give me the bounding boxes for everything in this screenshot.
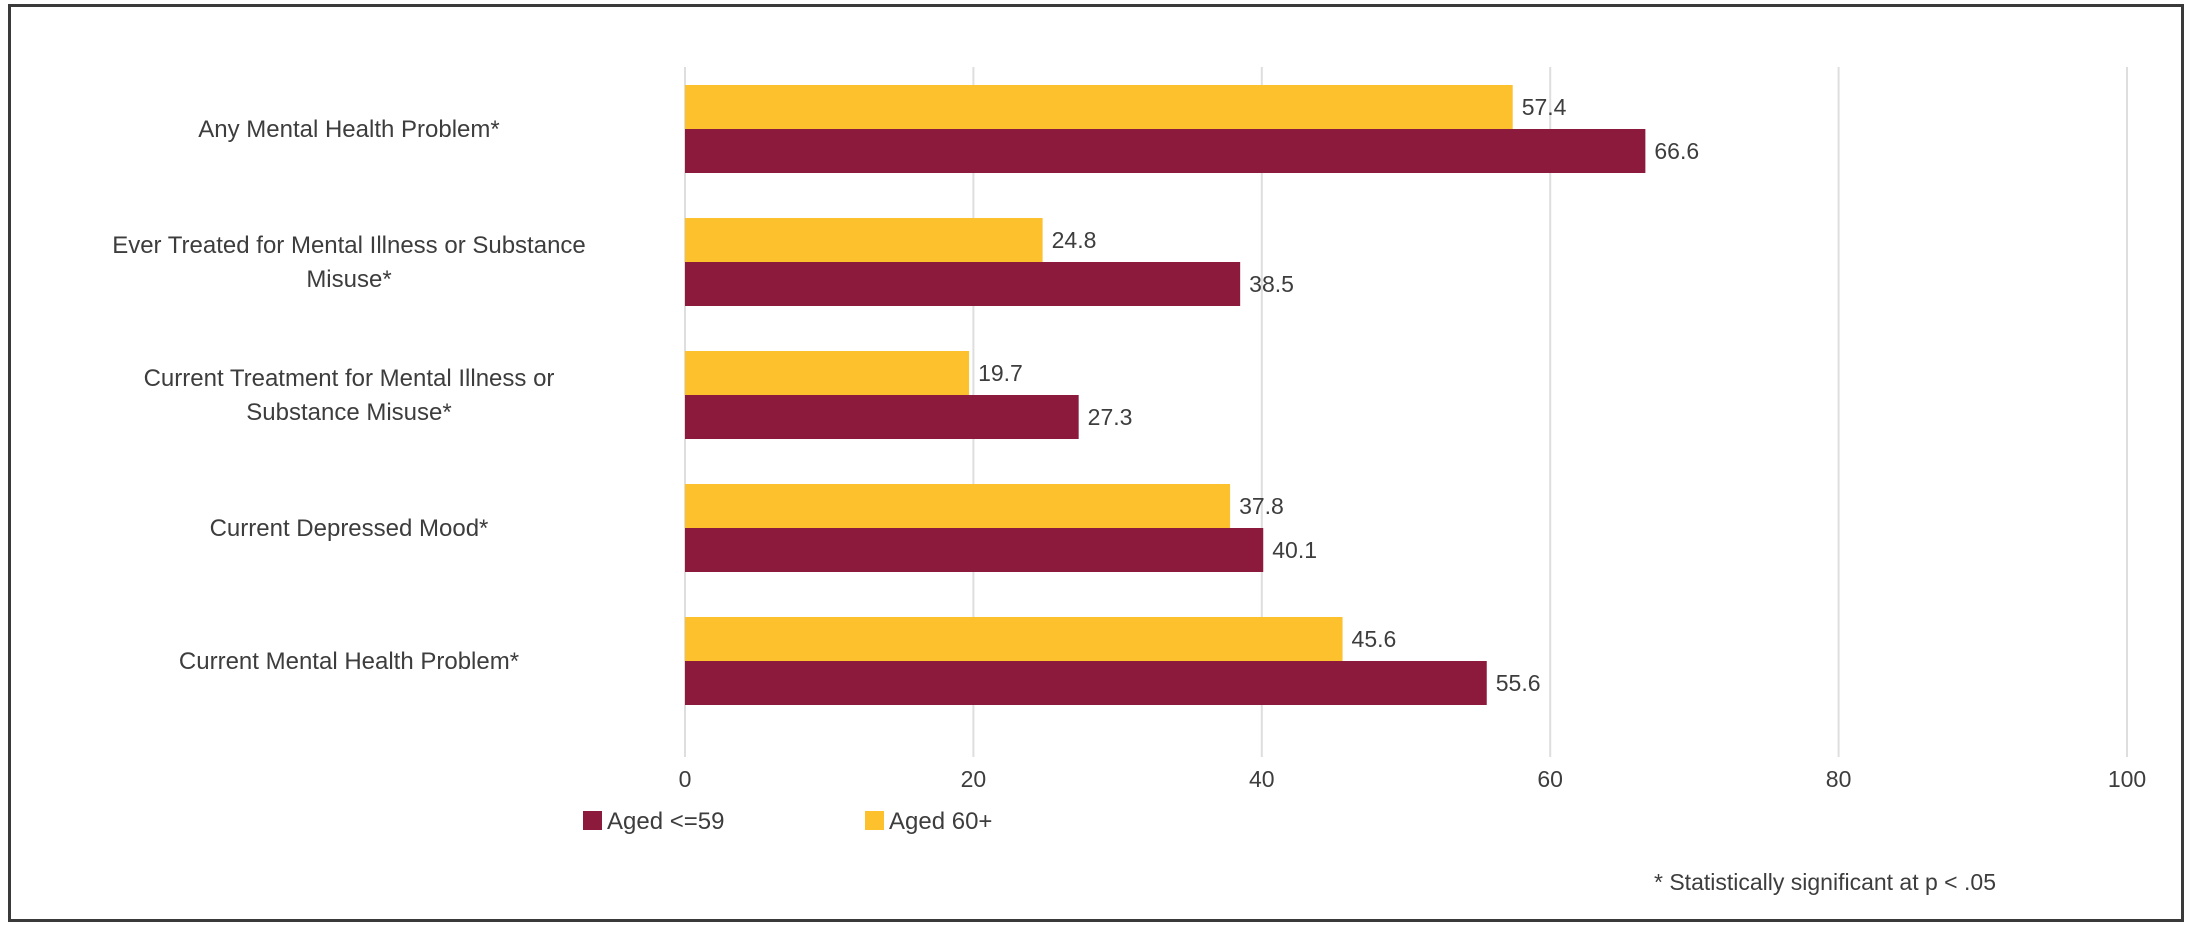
bar: [685, 661, 1487, 705]
category-label: Misuse*: [306, 266, 391, 293]
category-label: Any Mental Health Problem*: [198, 116, 499, 143]
bar: [685, 262, 1241, 306]
bar: [685, 218, 1043, 262]
data-label: 45.6: [1352, 626, 1397, 652]
legend: Aged <=59 Aged 60+: [583, 808, 992, 835]
bar: [685, 617, 1343, 661]
data-label: 27.3: [1088, 404, 1133, 430]
bar: [685, 528, 1264, 572]
x-tick-label: 40: [1249, 766, 1275, 792]
data-label: 37.8: [1239, 493, 1284, 519]
x-axis-ticks: 0 20 40 60 80 100: [679, 766, 2147, 792]
category-label: Ever Treated for Mental Illness or Subst…: [112, 232, 586, 259]
data-labels: 57.4 66.6 24.8 38.5 19.7 27.3 37.8 40.1 45.6 55.6: [978, 94, 1699, 696]
bar: [685, 484, 1231, 528]
bar-chart: 57.4 66.6 24.8 38.5 19.7 27.3 37.8 40.1 45.6 55.6…: [112, 67, 2147, 895]
bar: [685, 129, 1646, 173]
bar: [685, 351, 970, 395]
category-label: Current Treatment for Mental Illness or: [144, 365, 555, 392]
legend-swatch: [583, 811, 602, 830]
legend-label: Aged 60+: [889, 808, 992, 835]
data-label: 38.5: [1249, 271, 1294, 297]
category-label: Substance Misuse*: [246, 399, 451, 426]
data-label: 24.8: [1052, 227, 1097, 253]
x-tick-label: 20: [961, 766, 987, 792]
legend-label: Aged <=59: [607, 808, 724, 835]
x-tick-label: 60: [1537, 766, 1563, 792]
x-tick-label: 100: [2108, 766, 2146, 792]
category-label: Current Depressed Mood*: [210, 515, 489, 542]
data-label: 40.1: [1272, 537, 1317, 563]
data-label: 57.4: [1522, 94, 1567, 120]
bars: [685, 85, 1646, 705]
x-tick-label: 0: [679, 766, 692, 792]
footnote: * Statistically significant at p < .05: [1654, 869, 1996, 895]
chart-frame: 57.4 66.6 24.8 38.5 19.7 27.3 37.8 40.1 45.6 55.6…: [8, 4, 2184, 922]
category-labels: Any Mental Health Problem* Ever Treated f…: [112, 116, 586, 675]
data-label: 66.6: [1654, 138, 1699, 164]
legend-swatch: [865, 811, 884, 830]
x-tick-label: 80: [1826, 766, 1852, 792]
data-label: 19.7: [978, 360, 1023, 386]
bar: [685, 85, 1513, 129]
bar: [685, 395, 1079, 439]
data-label: 55.6: [1496, 670, 1541, 696]
category-label: Current Mental Health Problem*: [179, 648, 519, 675]
